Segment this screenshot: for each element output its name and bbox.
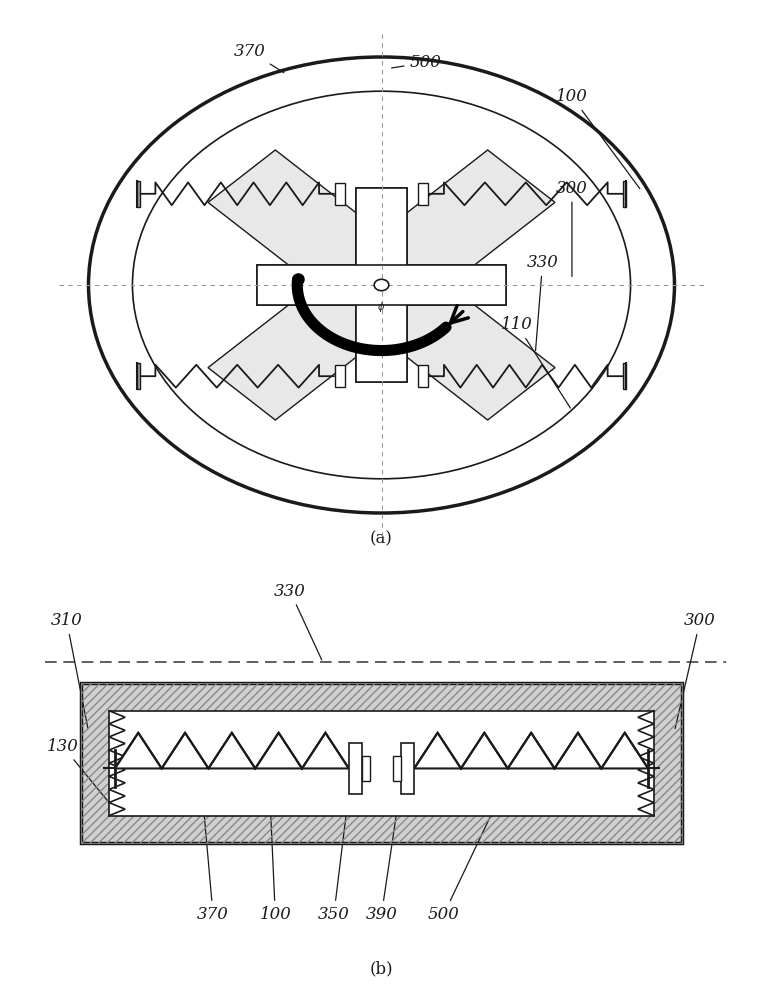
Text: $\phi$: $\phi$ — [378, 300, 385, 314]
Text: 500: 500 — [391, 54, 441, 71]
Bar — [418, 365, 428, 387]
Text: 130: 130 — [47, 738, 114, 809]
Text: 330: 330 — [274, 582, 322, 660]
Text: (b): (b) — [370, 960, 393, 978]
Bar — [393, 756, 401, 781]
Circle shape — [374, 279, 389, 291]
Text: 110: 110 — [501, 316, 571, 408]
Text: 330: 330 — [526, 254, 559, 351]
Bar — [81, 683, 682, 843]
Text: 100: 100 — [556, 88, 640, 189]
Bar — [623, 363, 626, 389]
Bar — [335, 183, 345, 205]
Circle shape — [133, 91, 630, 479]
Bar — [257, 265, 506, 305]
Bar — [401, 743, 414, 794]
Text: 350: 350 — [318, 742, 355, 923]
Bar — [81, 683, 682, 843]
Text: 370: 370 — [233, 43, 284, 73]
Bar — [137, 181, 140, 207]
Polygon shape — [369, 150, 555, 295]
Polygon shape — [208, 275, 394, 420]
Polygon shape — [414, 733, 648, 768]
Bar — [356, 188, 407, 382]
Text: 100: 100 — [259, 733, 291, 923]
Text: (a): (a) — [370, 530, 393, 547]
Bar — [349, 743, 362, 794]
Bar — [109, 711, 654, 816]
Bar — [623, 181, 626, 207]
Polygon shape — [115, 733, 349, 768]
Polygon shape — [208, 150, 394, 295]
Bar — [137, 363, 140, 389]
Text: 500: 500 — [428, 733, 530, 923]
Text: 310: 310 — [50, 612, 88, 729]
Circle shape — [89, 57, 674, 513]
Bar — [257, 265, 506, 305]
Polygon shape — [369, 275, 555, 420]
Bar — [362, 756, 370, 781]
Text: 300: 300 — [675, 612, 716, 729]
Text: 300: 300 — [556, 180, 588, 277]
Text: 370: 370 — [197, 733, 229, 923]
Bar — [356, 188, 407, 382]
Bar — [418, 183, 428, 205]
Text: 390: 390 — [365, 742, 407, 923]
Bar — [335, 365, 345, 387]
